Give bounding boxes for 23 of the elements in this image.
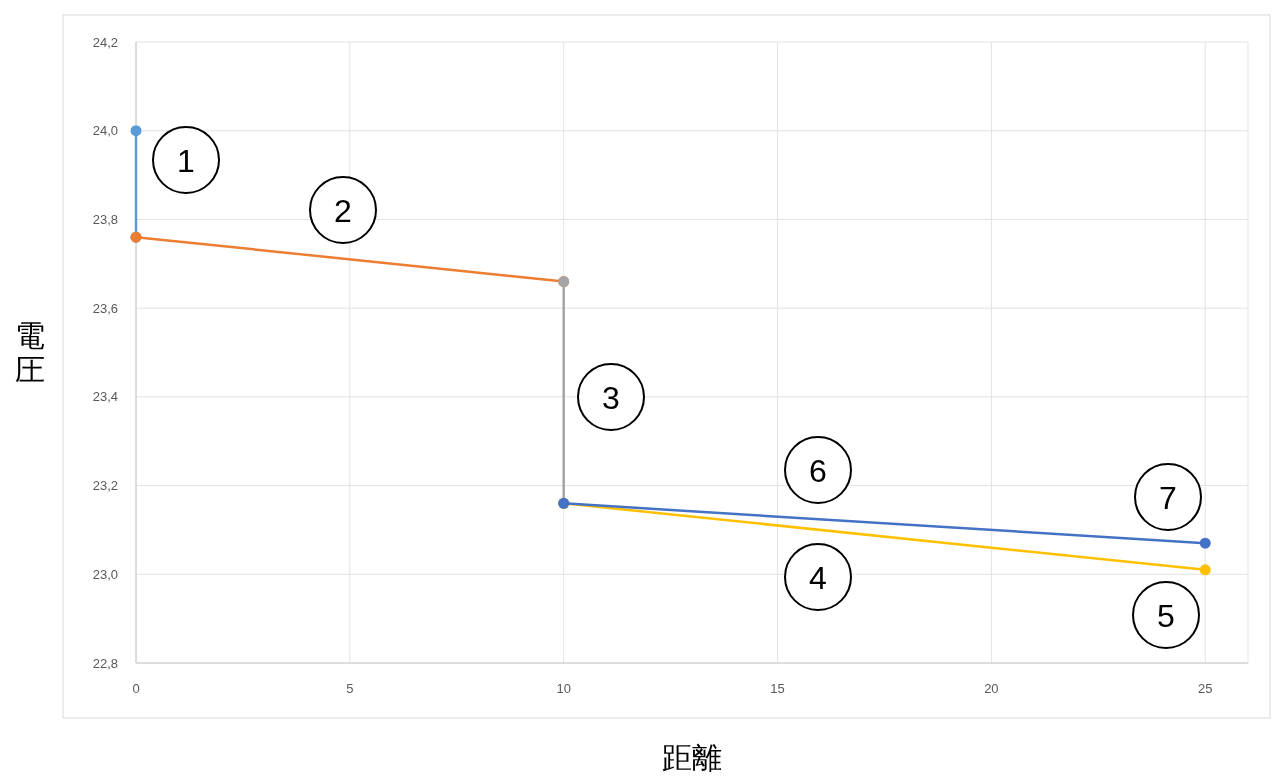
annotation: 4 xyxy=(809,559,827,596)
x-axis-title: 距離 xyxy=(662,741,722,774)
x-tick-label: 0 xyxy=(132,681,140,696)
y-tick-label: 23,6 xyxy=(92,300,118,316)
x-tick-label: 25 xyxy=(1198,681,1213,696)
annotation: 1 xyxy=(177,142,195,179)
y-tick-label: 23,8 xyxy=(92,211,118,227)
x-tick-label: 10 xyxy=(556,681,571,696)
annotation: 5 xyxy=(1157,597,1175,634)
x-tick-label: 15 xyxy=(770,681,785,696)
y-tick-label: 23,0 xyxy=(92,566,118,582)
annotation: 6 xyxy=(809,452,827,489)
x-tick-label: 5 xyxy=(346,681,354,696)
y-tick-label: 22,8 xyxy=(92,655,118,671)
y-axis-title: 電圧 xyxy=(15,319,45,386)
y-tick-label: 24,2 xyxy=(92,34,118,50)
annotation: 7 xyxy=(1159,479,1177,516)
y-tick-label: 23,2 xyxy=(92,478,118,494)
y-tick-label: 23,4 xyxy=(92,389,118,405)
x-tick-label: 20 xyxy=(984,681,999,696)
annotation: 3 xyxy=(602,379,620,416)
y-tick-label: 24,0 xyxy=(92,123,118,139)
annotation: 2 xyxy=(334,192,352,229)
